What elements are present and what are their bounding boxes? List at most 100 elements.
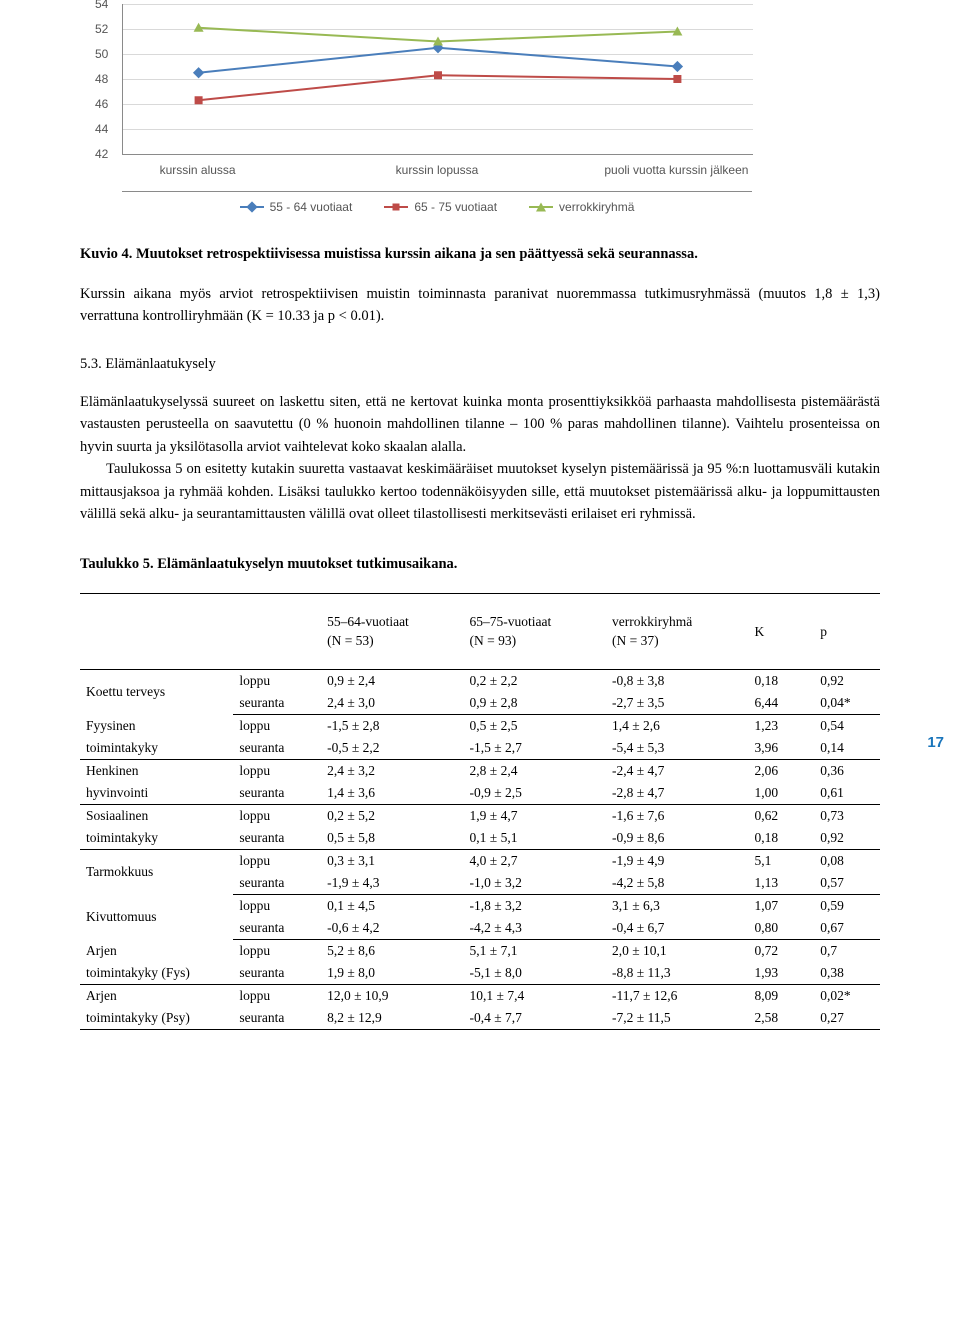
table-cell: 10,1 ± 7,4 — [464, 984, 606, 1007]
table-cell: 1,93 — [748, 962, 814, 985]
table-cell: -2,8 ± 4,7 — [606, 782, 748, 805]
table-cell: loppu — [233, 984, 321, 1007]
table-cell: seuranta — [233, 692, 321, 715]
table-rowlabel-cell: Arjen — [80, 939, 233, 962]
table-cell: 5,1 ± 7,1 — [464, 939, 606, 962]
paragraph-2: Elämänlaatukyselyssä suureet on laskettu… — [80, 391, 880, 458]
chart-x-axis-labels: kurssin alussakurssin lopussapuoli vuott… — [122, 155, 752, 179]
legend-label: verrokkiryhmä — [559, 200, 634, 214]
table-cell: 1,9 ± 4,7 — [464, 804, 606, 827]
table-cell: -2,7 ± 3,5 — [606, 692, 748, 715]
table-rowlabel-cell: Sosiaalinen — [80, 804, 233, 827]
table-cell: 1,07 — [748, 894, 814, 917]
chart-xtick-label: puoli vuotta kurssin jälkeen — [604, 163, 748, 177]
table-cell: 0,73 — [814, 804, 880, 827]
table-cell: loppu — [233, 894, 321, 917]
table-cell: 2,8 ± 2,4 — [464, 759, 606, 782]
page-number: 17 — [927, 734, 944, 751]
table-cell: 0,59 — [814, 894, 880, 917]
table-cell: seuranta — [233, 782, 321, 805]
table-cell: 0,54 — [814, 714, 880, 737]
legend-item: verrokkiryhmä — [529, 200, 634, 214]
paragraph-1: Kurssin aikana myös arviot retrospektiiv… — [80, 283, 880, 328]
table-cell: -2,4 ± 4,7 — [606, 759, 748, 782]
table-cell: 0,61 — [814, 782, 880, 805]
table-cell: 0,08 — [814, 849, 880, 872]
table-cell: seuranta — [233, 962, 321, 985]
table-cell: 5,1 — [748, 849, 814, 872]
table-cell: seuranta — [233, 827, 321, 850]
paragraph-3: Taulukossa 5 on esitetty kutakin suurett… — [80, 458, 880, 525]
table-cell: -0,9 ± 8,6 — [606, 827, 748, 850]
table-rowlabel-cell: toimintakyky (Fys) — [80, 962, 233, 985]
table-cell: 0,04* — [814, 692, 880, 715]
table-cell: 0,80 — [748, 917, 814, 940]
table-cell: -8,8 ± 11,3 — [606, 962, 748, 985]
section-5-3-heading: 5.3. Elämänlaatukysely — [80, 356, 880, 373]
table-row: toimintakykyseuranta0,5 ± 5,80,1 ± 5,1-0… — [80, 827, 880, 850]
table-cell: 0,38 — [814, 962, 880, 985]
table-cell: -4,2 ± 5,8 — [606, 872, 748, 895]
table-cell: seuranta — [233, 872, 321, 895]
chart-ytick-label: 42 — [95, 147, 108, 161]
legend-item: 55 - 64 vuotiaat — [240, 200, 353, 214]
table-cell: 12,0 ± 10,9 — [321, 984, 463, 1007]
table-header-cell — [80, 593, 233, 669]
table-rowlabel-cell: Koettu terveys — [80, 669, 233, 714]
table-cell: 8,2 ± 12,9 — [321, 1007, 463, 1030]
table-header-cell — [233, 593, 321, 669]
table-header-row: 55–64-vuotiaat(N = 53)65–75-vuotiaat(N =… — [80, 593, 880, 669]
table-cell: seuranta — [233, 1007, 321, 1030]
table-header-cell: 55–64-vuotiaat(N = 53) — [321, 593, 463, 669]
table-rowlabel-cell: Fyysinen — [80, 714, 233, 737]
table-row: Arjenloppu5,2 ± 8,65,1 ± 7,12,0 ± 10,10,… — [80, 939, 880, 962]
table-cell: -1,8 ± 3,2 — [464, 894, 606, 917]
table-cell: 5,2 ± 8,6 — [321, 939, 463, 962]
table-cell: 0,18 — [748, 669, 814, 692]
table-rowlabel-cell: Kivuttomuus — [80, 894, 233, 939]
table-rowlabel-cell: Arjen — [80, 984, 233, 1007]
table-cell: 4,0 ± 2,7 — [464, 849, 606, 872]
table-header-cell: p — [814, 593, 880, 669]
legend-label: 65 - 75 vuotiaat — [414, 200, 497, 214]
table-cell: 0,3 ± 3,1 — [321, 849, 463, 872]
table-cell: -0,4 ± 6,7 — [606, 917, 748, 940]
table-row: toimintakyky (Psy)seuranta8,2 ± 12,9-0,4… — [80, 1007, 880, 1030]
table-row: Arjenloppu12,0 ± 10,910,1 ± 7,4-11,7 ± 1… — [80, 984, 880, 1007]
table-rowlabel-cell: hyvinvointi — [80, 782, 233, 805]
table-row: Henkinenloppu2,4 ± 3,22,8 ± 2,4-2,4 ± 4,… — [80, 759, 880, 782]
kuvio4-caption: Kuvio 4. Muutokset retrospektiivisessa m… — [80, 244, 880, 265]
kuvio4-chart: 42444648505254 kurssin alussakurssin lop… — [90, 4, 880, 214]
table-cell: 3,96 — [748, 737, 814, 760]
table-cell: -5,4 ± 5,3 — [606, 737, 748, 760]
table-cell: 1,4 ± 2,6 — [606, 714, 748, 737]
table-cell: -1,5 ± 2,8 — [321, 714, 463, 737]
table-row: Kivuttomuusloppu0,1 ± 4,5-1,8 ± 3,23,1 ±… — [80, 894, 880, 917]
table-cell: 0,92 — [814, 827, 880, 850]
table-cell: -0,5 ± 2,2 — [321, 737, 463, 760]
chart-ytick-label: 50 — [95, 47, 108, 61]
table-cell: 1,00 — [748, 782, 814, 805]
chart-xtick-label: kurssin lopussa — [396, 163, 479, 177]
taulukko5: 55–64-vuotiaat(N = 53)65–75-vuotiaat(N =… — [80, 593, 880, 1030]
table-cell: 0,62 — [748, 804, 814, 827]
chart-ytick-label: 54 — [95, 0, 108, 11]
chart-plot-area: 42444648505254 — [122, 4, 753, 155]
table-cell: 0,7 — [814, 939, 880, 962]
table-cell: 0,18 — [748, 827, 814, 850]
table-cell: -1,5 ± 2,7 — [464, 737, 606, 760]
table-cell: -1,9 ± 4,9 — [606, 849, 748, 872]
table-rowlabel-cell: toimintakyky — [80, 737, 233, 760]
table-cell: loppu — [233, 714, 321, 737]
table-cell: loppu — [233, 849, 321, 872]
table-cell: seuranta — [233, 917, 321, 940]
table-row: Sosiaalinenloppu0,2 ± 5,21,9 ± 4,7-1,6 ±… — [80, 804, 880, 827]
legend-item: 65 - 75 vuotiaat — [384, 200, 497, 214]
table-rowlabel-cell: Tarmokkuus — [80, 849, 233, 894]
table-row: toimintakyky (Fys)seuranta1,9 ± 8,0-5,1 … — [80, 962, 880, 985]
table-cell: 0,67 — [814, 917, 880, 940]
table-rowlabel-cell: toimintakyky (Psy) — [80, 1007, 233, 1030]
chart-ytick-label: 44 — [95, 122, 108, 136]
table-cell: 2,06 — [748, 759, 814, 782]
table-cell: 0,36 — [814, 759, 880, 782]
